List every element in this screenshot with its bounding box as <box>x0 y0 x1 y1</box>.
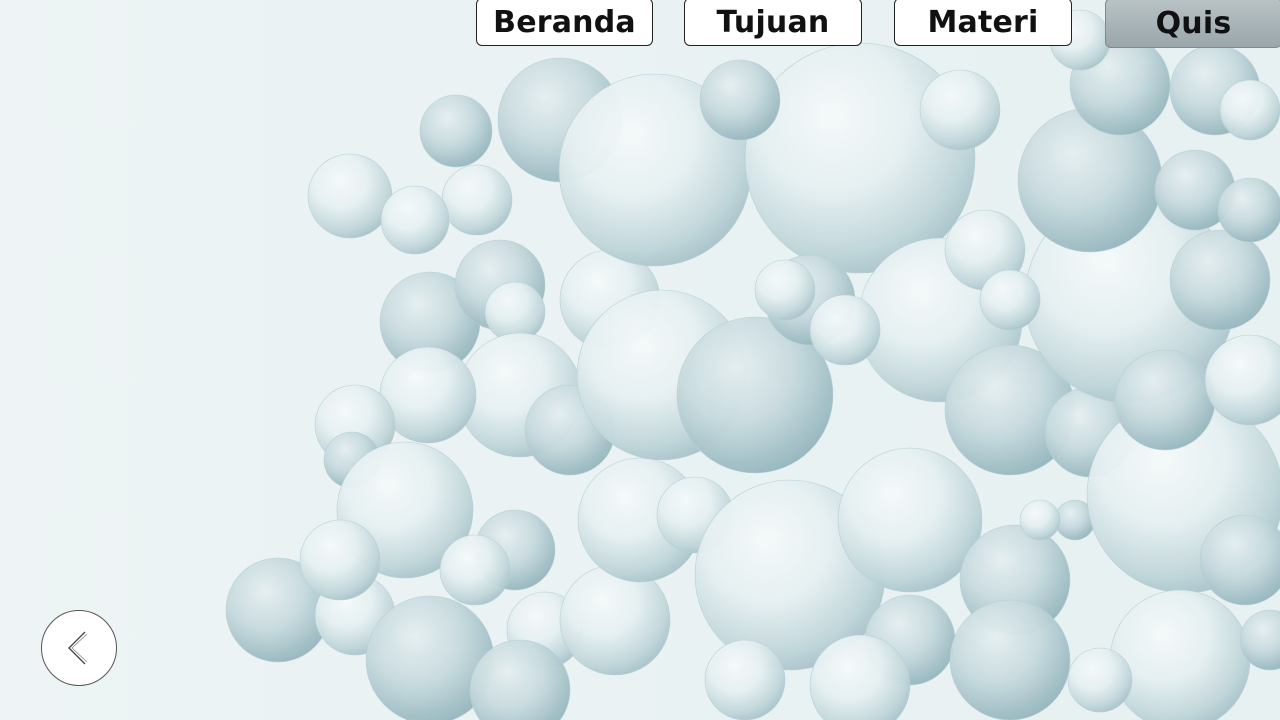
decorative-sphere <box>380 185 450 255</box>
decorative-sphere <box>1109 589 1251 720</box>
decorative-sphere <box>699 59 781 141</box>
decorative-sphere <box>1219 79 1280 141</box>
decorative-sphere <box>1169 229 1271 331</box>
decorative-sphere <box>809 294 881 366</box>
nav-button-beranda[interactable]: Beranda <box>476 0 653 46</box>
decorative-sphere <box>1199 514 1280 606</box>
nav-button-tujuan[interactable]: Tujuan <box>684 0 862 46</box>
decorative-sphere <box>559 564 671 676</box>
nav-button-materi[interactable]: Materi <box>894 0 1072 46</box>
nav-button-quis[interactable]: Quis <box>1105 0 1280 48</box>
decorative-sphere <box>307 153 393 239</box>
decorative-sphere <box>837 447 983 593</box>
decorative-sphere <box>1217 177 1280 243</box>
decorative-sphere <box>676 316 834 474</box>
decorative-sphere <box>1204 334 1280 426</box>
chevron-left-icon <box>68 631 88 665</box>
decorative-sphere <box>439 534 511 606</box>
decorative-sphere <box>1019 499 1061 541</box>
decorative-sphere <box>1067 647 1133 713</box>
decorative-sphere <box>299 519 381 601</box>
decorative-sphere <box>809 634 911 720</box>
back-button[interactable] <box>41 610 117 686</box>
decorative-sphere <box>1239 609 1280 671</box>
decorative-sphere <box>704 639 786 720</box>
decorative-sphere <box>949 599 1071 720</box>
decorative-sphere <box>469 639 571 720</box>
decorative-sphere <box>979 269 1041 331</box>
decorative-sphere <box>754 259 816 321</box>
decorative-sphere <box>419 94 493 168</box>
decorative-sphere <box>919 69 1001 151</box>
decorative-sphere <box>441 164 513 236</box>
decorative-sphere <box>1114 349 1216 451</box>
